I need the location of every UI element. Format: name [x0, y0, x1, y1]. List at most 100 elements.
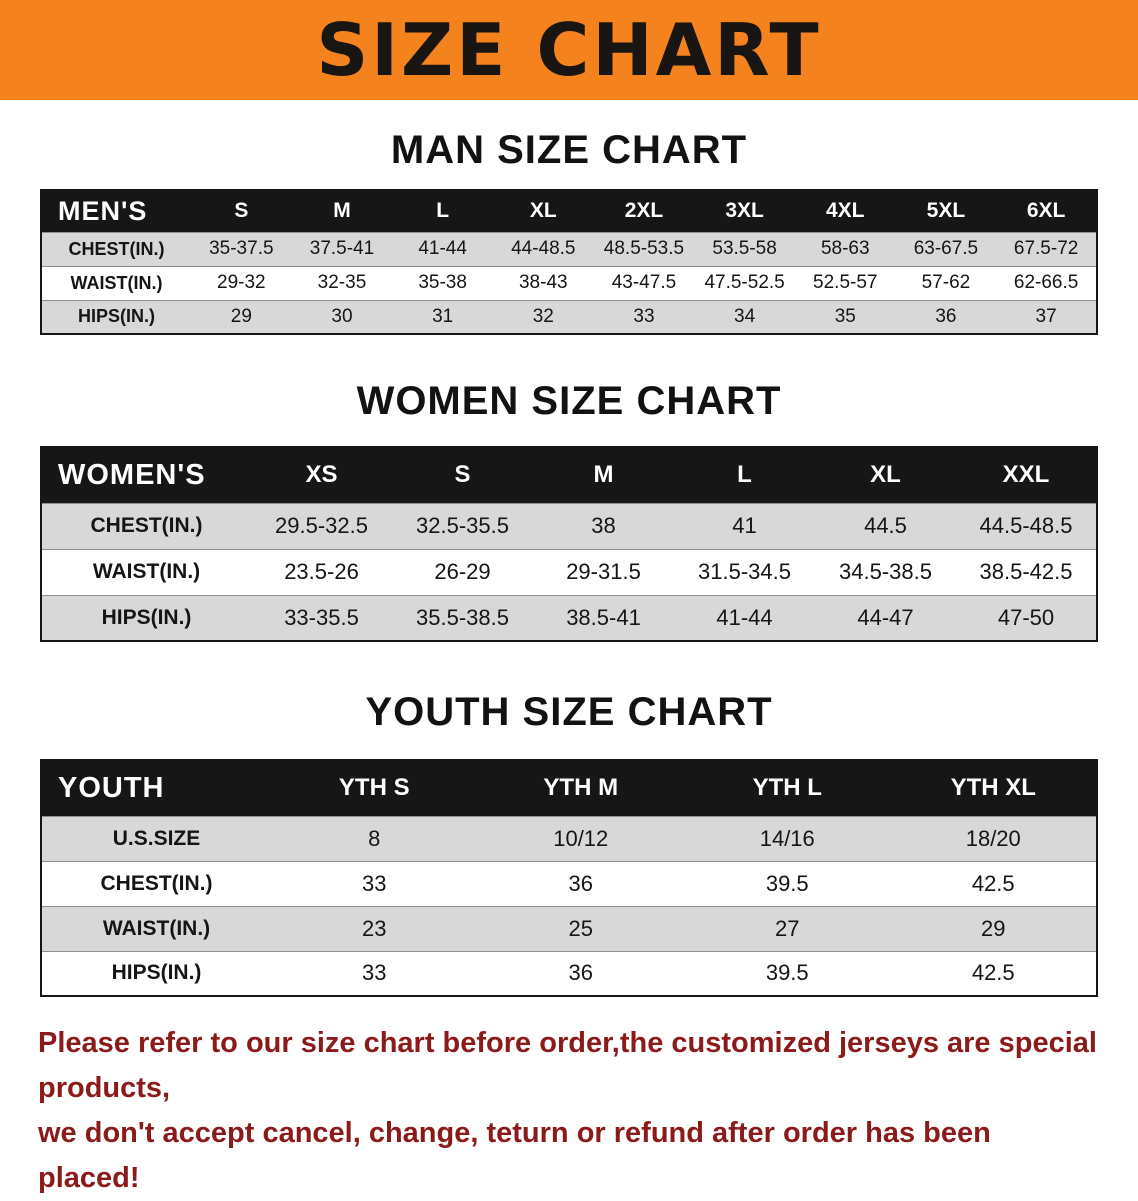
column-header: YTH S: [338, 774, 410, 802]
column-header: YTH XL: [950, 774, 1036, 802]
size-value-cell: 10/12: [553, 825, 609, 851]
row-label: WAIST(IN.): [102, 916, 211, 940]
row-label: CHEST(IN.): [100, 871, 213, 895]
column-header: XS: [305, 461, 338, 489]
size-value-cell: 62-66.5: [1013, 272, 1079, 293]
size-value-cell: 42.5: [971, 960, 1015, 986]
size-value-cell: 43-47.5: [611, 272, 677, 293]
size-value-cell: 48.5-53.5: [603, 238, 685, 259]
youth-header-row: YOUTH YTH S YTH M YTH L YTH XL: [41, 760, 1097, 816]
column-header: XL: [529, 199, 557, 223]
column-header: 2XL: [624, 199, 664, 223]
size-value-cell: 36: [568, 870, 593, 896]
row-label: HIPS(IN.): [77, 306, 155, 327]
column-header: M: [333, 199, 351, 223]
row-label: HIPS(IN.): [111, 961, 202, 985]
column-header: YTH L: [752, 774, 822, 802]
disclaimer-line-1: Please refer to our size chart before or…: [38, 1027, 1097, 1104]
column-header: M: [593, 461, 614, 489]
table-row: CHEST(IN.) 35-37.5 37.5-41 41-44 44-48.5…: [41, 232, 1097, 266]
page-title: SIZE CHART: [316, 8, 822, 92]
disclaimer-note: Please refer to our size chart before or…: [38, 1021, 1100, 1201]
size-value-cell: 39.5: [765, 870, 809, 896]
column-header: 3XL: [725, 199, 764, 223]
size-value-cell: 33: [633, 305, 655, 327]
size-value-cell: 23.5-26: [284, 559, 359, 584]
youth-table-title-cell: YOUTH: [58, 771, 165, 804]
size-value-cell: 58-63: [820, 238, 870, 259]
size-value-cell: 8: [368, 825, 381, 851]
size-value-cell: 44.5: [864, 513, 907, 538]
size-value-cell: 37: [1035, 305, 1057, 327]
column-header: L: [737, 461, 752, 489]
size-value-cell: 33: [362, 870, 387, 896]
column-header: YTH M: [543, 774, 619, 802]
men-table-title-cell: MEN'S: [58, 195, 148, 226]
row-label: U.S.SIZE: [112, 826, 201, 850]
women-size-table: WOMEN'S XS S M L XL XXL CHEST(IN.) 29.5-…: [40, 446, 1098, 642]
size-value-cell: 31.5-34.5: [698, 559, 791, 584]
women-section-heading: WOMEN SIZE CHART: [356, 379, 782, 423]
size-value-cell: 33: [362, 960, 387, 986]
table-row: WAIST(IN.) 29-32 32-35 35-38 38-43 43-47…: [41, 266, 1097, 300]
size-value-cell: 39.5: [765, 960, 809, 986]
size-value-cell: 33-35.5: [284, 604, 359, 630]
women-header-row: WOMEN'S XS S M L XL XXL: [41, 447, 1097, 503]
table-row: HIPS(IN.) 33-35.5 35.5-38.5 38.5-41 41-4…: [41, 595, 1097, 641]
youth-section: YOUTH SIZE CHART YOUTH YTH S YTH M YTH L…: [0, 690, 1138, 997]
table-row: HIPS(IN.) 29 30 31 32 33 34 35 36 37: [41, 300, 1097, 334]
size-value-cell: 34: [734, 305, 756, 327]
size-value-cell: 41-44: [418, 238, 467, 259]
row-label: WAIST(IN.): [70, 272, 163, 293]
row-label: CHEST(IN.): [68, 238, 165, 259]
size-value-cell: 47-50: [997, 604, 1055, 630]
size-value-cell: 29: [981, 915, 1006, 941]
column-header: S: [234, 199, 249, 223]
size-value-cell: 29-32: [217, 272, 266, 293]
size-value-cell: 29.5-32.5: [275, 513, 368, 538]
size-value-cell: 53.5-58: [712, 238, 777, 259]
size-value-cell: 44.5-48.5: [979, 513, 1073, 538]
size-value-cell: 63-67.5: [913, 238, 979, 259]
men-header-row: MEN'S S M L XL 2XL 3XL 4XL 5XL 6XL: [41, 190, 1097, 232]
men-section: MAN SIZE CHART MEN'S S M L XL 2XL 3XL 4X…: [0, 128, 1138, 335]
size-value-cell: 47.5-52.5: [704, 272, 785, 293]
size-value-cell: 25: [568, 915, 593, 941]
size-value-cell: 38: [591, 513, 616, 538]
row-label: HIPS(IN.): [101, 605, 192, 629]
column-header: 5XL: [926, 199, 966, 223]
size-value-cell: 23: [362, 915, 387, 941]
size-value-cell: 44-48.5: [511, 238, 576, 259]
title-banner: SIZE CHART: [0, 0, 1138, 100]
column-header: 6XL: [1026, 199, 1066, 223]
women-section: WOMEN SIZE CHART WOMEN'S XS S M L XL XXL…: [0, 379, 1138, 642]
size-value-cell: 14/16: [759, 825, 815, 851]
size-value-cell: 35-38: [418, 272, 467, 293]
size-value-cell: 37.5-41: [309, 238, 375, 259]
table-row: CHEST(IN.) 33 36 39.5 42.5: [41, 861, 1097, 906]
size-value-cell: 67.5-72: [1013, 238, 1079, 259]
size-value-cell: 26-29: [434, 559, 491, 584]
table-row: HIPS(IN.) 33 36 39.5 42.5: [41, 951, 1097, 996]
table-row: WAIST(IN.) 23 25 27 29: [41, 906, 1097, 951]
size-value-cell: 27: [775, 915, 800, 941]
size-value-cell: 38.5-41: [566, 604, 641, 630]
size-value-cell: 57-62: [921, 272, 971, 293]
size-value-cell: 44-47: [857, 604, 914, 630]
table-row: U.S.SIZE 8 10/12 14/16 18/20: [41, 816, 1097, 861]
size-value-cell: 32.5-35.5: [416, 513, 509, 538]
table-row: WAIST(IN.) 23.5-26 26-29 29-31.5 31.5-34…: [41, 549, 1097, 595]
column-header: XL: [870, 461, 901, 489]
youth-section-heading: YOUTH SIZE CHART: [365, 690, 773, 734]
disclaimer-line-2: we don't accept cancel, change, teturn o…: [38, 1116, 991, 1194]
youth-size-table: YOUTH YTH S YTH M YTH L YTH XL U.S.SIZE …: [40, 759, 1098, 997]
women-table-title-cell: WOMEN'S: [58, 458, 206, 491]
men-size-table: MEN'S S M L XL 2XL 3XL 4XL 5XL 6XL CHEST…: [40, 189, 1098, 335]
size-value-cell: 38.5-42.5: [979, 559, 1073, 584]
size-value-cell: 41-44: [716, 604, 773, 630]
size-value-cell: 32: [532, 305, 554, 327]
size-value-cell: 38-43: [518, 272, 568, 293]
size-value-cell: 29: [230, 305, 252, 327]
size-value-cell: 34.5-38.5: [839, 559, 932, 584]
size-value-cell: 30: [331, 305, 353, 327]
